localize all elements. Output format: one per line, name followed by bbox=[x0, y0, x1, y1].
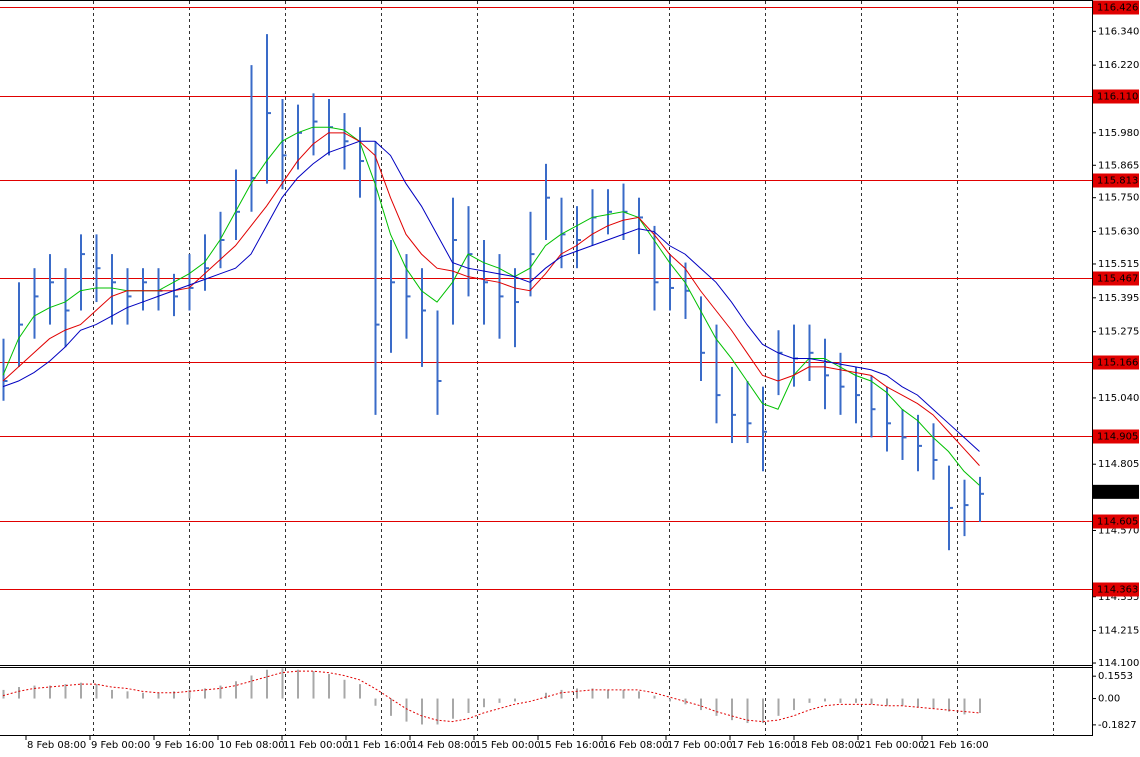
moving-average bbox=[2, 140, 980, 452]
level-label-box bbox=[1093, 582, 1139, 597]
level-label: 116.110 bbox=[1097, 92, 1138, 103]
y-tick-label: 114.335 bbox=[1098, 592, 1139, 603]
level-label-box bbox=[1093, 173, 1139, 188]
current-price-box bbox=[1093, 484, 1139, 499]
level-label-box bbox=[1093, 271, 1139, 286]
y-tick-label: 115.865 bbox=[1098, 160, 1139, 171]
y-tick-label: 115.750 bbox=[1098, 193, 1139, 204]
x-tick-label: 10 Feb 08:00 bbox=[219, 740, 285, 751]
level-label: 115.166 bbox=[1097, 358, 1138, 369]
x-tick-label: 21 Feb 00:00 bbox=[859, 740, 925, 751]
y-tick-label: 115.395 bbox=[1098, 293, 1139, 304]
level-label: 114.605 bbox=[1097, 517, 1138, 528]
y-tick-label: -0.1827 bbox=[1098, 720, 1137, 731]
moving-average bbox=[2, 126, 980, 486]
y-tick-label: 116.220 bbox=[1098, 60, 1139, 71]
level-label: 116.426 bbox=[1097, 3, 1138, 14]
x-tick-label: 18 Feb 08:00 bbox=[795, 740, 861, 751]
moving-average bbox=[2, 132, 980, 466]
y-tick-label: 115.040 bbox=[1098, 393, 1139, 404]
current-price-label: 114.707 bbox=[1097, 487, 1138, 498]
x-tick-label: 8 Feb 08:00 bbox=[27, 740, 86, 751]
y-tick-label: 116.340 bbox=[1098, 26, 1139, 37]
y-tick-label: 0.00 bbox=[1098, 694, 1120, 705]
level-label: 114.905 bbox=[1097, 432, 1138, 443]
level-label: 114.363 bbox=[1097, 585, 1138, 596]
y-tick-label: 114.215 bbox=[1098, 626, 1139, 637]
y-tick-label: 115.275 bbox=[1098, 327, 1139, 338]
y-tick-label: 115.630 bbox=[1098, 227, 1139, 238]
x-tick-label: 15 Feb 00:00 bbox=[475, 740, 541, 751]
y-tick-label: 115.515 bbox=[1098, 259, 1139, 270]
level-label: 115.467 bbox=[1097, 274, 1138, 285]
level-label-box bbox=[1093, 514, 1139, 529]
x-tick-label: 21 Feb 16:00 bbox=[923, 740, 989, 751]
level-label-box bbox=[1093, 89, 1139, 104]
y-tick-label: 114.100 bbox=[1098, 658, 1139, 669]
x-tick-label: 15 Feb 16:00 bbox=[539, 740, 605, 751]
x-tick-label: 16 Feb 08:00 bbox=[603, 740, 669, 751]
y-tick-label: 115.980 bbox=[1098, 128, 1139, 139]
level-label-box bbox=[1093, 355, 1139, 370]
level-label-box bbox=[1093, 0, 1139, 15]
x-tick-label: 17 Feb 00:00 bbox=[667, 740, 733, 751]
x-tick-label: 11 Feb 00:00 bbox=[283, 740, 349, 751]
grid bbox=[93, 1, 1054, 735]
macd-signal-line bbox=[2, 670, 980, 723]
level-label: 115.813 bbox=[1097, 176, 1138, 187]
y-tick-label: 114.805 bbox=[1098, 459, 1139, 470]
x-tick-label: 9 Feb 16:00 bbox=[155, 740, 214, 751]
x-tick-label: 9 Feb 00:00 bbox=[91, 740, 150, 751]
x-tick-label: 11 Feb 16:00 bbox=[347, 740, 413, 751]
y-tick-label: 114.570 bbox=[1098, 525, 1139, 536]
level-label-box bbox=[1093, 429, 1139, 444]
y-tick-label: 0.1553 bbox=[1098, 671, 1133, 682]
x-tick-label: 17 Feb 16:00 bbox=[731, 740, 797, 751]
x-tick-label: 14 Feb 08:00 bbox=[411, 740, 477, 751]
